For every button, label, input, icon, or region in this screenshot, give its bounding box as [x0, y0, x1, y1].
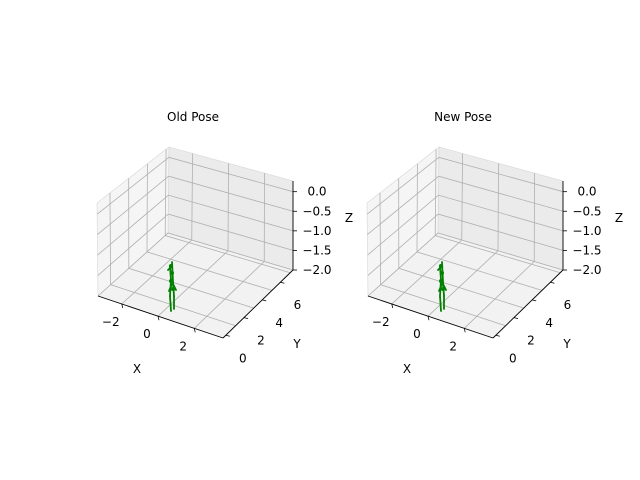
- x-tick-label: 0: [143, 327, 151, 341]
- grid-line: [367, 213, 564, 276]
- pose-joint: [441, 287, 445, 291]
- grid-line: [366, 156, 564, 215]
- x-axis-label: X: [133, 362, 141, 376]
- z-tick-label: −0.5: [572, 204, 601, 218]
- grid-line: [97, 232, 294, 297]
- y-tick-label: 4: [275, 316, 283, 330]
- x-tick-mark: [157, 316, 160, 321]
- x-tick-mark: [463, 328, 466, 333]
- z-tick-label: −1.0: [572, 224, 601, 238]
- pose-joint: [439, 264, 443, 268]
- y-axis-line: [222, 269, 294, 339]
- grid-line: [367, 232, 564, 297]
- z-tick-label: −0.5: [302, 204, 331, 218]
- pose-joint: [170, 271, 174, 275]
- grid-line: [97, 175, 294, 235]
- pose-joint: [169, 279, 173, 283]
- x-tick-mark: [427, 316, 430, 321]
- pose-bone: [169, 295, 172, 312]
- x-tick-mark: [391, 303, 394, 309]
- z-tick-label: −1.5: [572, 243, 601, 257]
- y-axis-label: Y: [562, 337, 571, 351]
- y-tick-mark: [550, 281, 555, 284]
- x-tick-label: 2: [179, 339, 187, 353]
- x-tick-mark: [193, 328, 196, 333]
- y-tick-label: 2: [257, 334, 265, 348]
- pose-figure: [167, 261, 177, 312]
- y-tick-label: 0: [239, 351, 247, 365]
- y-tick-label: 6: [564, 298, 572, 312]
- y-axis-line: [492, 269, 564, 339]
- y-tick-label: 2: [527, 334, 535, 348]
- pose-joint: [169, 264, 173, 268]
- x-axis-line: [97, 295, 224, 339]
- x-tick-label: 0: [413, 327, 421, 341]
- y-tick-mark: [225, 334, 230, 337]
- y-tick-mark: [532, 299, 537, 302]
- z-tick-label: 0.0: [307, 185, 326, 199]
- pose-joint: [440, 271, 444, 275]
- x-tick-label: 2: [449, 339, 457, 353]
- z-tick-label: −2.0: [572, 263, 601, 277]
- pose-bone: [438, 283, 443, 292]
- y-tick-label: 4: [545, 316, 553, 330]
- y-tick-mark: [280, 281, 285, 284]
- z-tick-label: 0.0: [577, 185, 596, 199]
- grid-line: [367, 175, 564, 235]
- x-tick-label: −2: [372, 315, 390, 329]
- x-axis-label: X: [403, 362, 411, 376]
- x-axis-line: [367, 295, 494, 339]
- x-tick-mark: [121, 303, 124, 309]
- pose-bone: [172, 283, 177, 291]
- chart-title: Old Pose: [167, 110, 219, 124]
- z-axis-label: Z: [345, 211, 353, 225]
- z-axis-label: Z: [615, 211, 623, 225]
- pose-bone: [442, 283, 447, 291]
- y-tick-mark: [495, 334, 500, 337]
- grid-line: [97, 194, 294, 256]
- pose-figure: [437, 261, 447, 312]
- chart-title: New Pose: [434, 110, 492, 124]
- pose-joint: [171, 287, 175, 291]
- grid-line: [367, 194, 564, 256]
- x-tick-label: −2: [102, 315, 120, 329]
- y-tick-mark: [513, 317, 519, 319]
- y-axis-label: Y: [292, 337, 301, 351]
- y-tick-mark: [262, 299, 267, 302]
- y-tick-mark: [243, 317, 249, 319]
- z-tick-label: −1.0: [302, 224, 331, 238]
- grid-line: [97, 213, 294, 276]
- pose-bone: [168, 283, 173, 292]
- z-tick-label: −1.5: [302, 243, 331, 257]
- y-tick-label: 0: [509, 351, 517, 365]
- pose-bone: [439, 295, 442, 312]
- grid-line: [96, 156, 294, 215]
- y-tick-label: 6: [294, 298, 302, 312]
- pose-joint: [439, 279, 443, 283]
- z-tick-label: −2.0: [302, 263, 331, 277]
